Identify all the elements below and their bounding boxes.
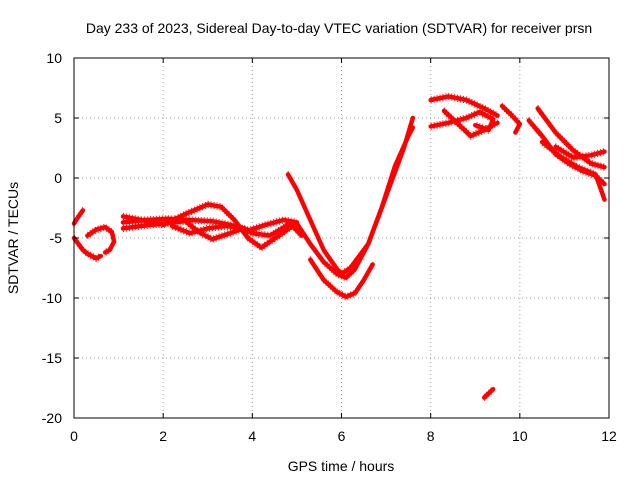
series-trace-3 <box>85 224 117 255</box>
y-tick-label: -5 <box>50 230 63 246</box>
x-tick-label: 6 <box>338 428 346 444</box>
series-trace-9-markers <box>296 130 414 282</box>
series-trace-19-markers <box>483 385 494 396</box>
series-trace-18-markers <box>555 149 605 162</box>
series-trace-10-markers <box>309 256 374 295</box>
x-tick-label: 10 <box>512 428 528 444</box>
series-trace-17-markers <box>541 144 606 203</box>
series-trace-2 <box>71 208 86 226</box>
data-series <box>71 92 607 402</box>
series-trace-10-markers <box>309 262 374 301</box>
y-tick-label: 5 <box>54 110 62 126</box>
series-trace-7 <box>120 216 300 234</box>
series-trace-9-markers <box>296 124 414 276</box>
series-trace-1-markers <box>73 240 102 263</box>
x-tick-label: 12 <box>601 428 617 444</box>
series-trace-19 <box>481 386 496 400</box>
series-trace-8-markers <box>287 120 414 278</box>
y-tick-label: 0 <box>54 170 62 186</box>
series-trace-7-markers <box>122 215 298 229</box>
x-tick-label: 4 <box>248 428 256 444</box>
series-trace-8 <box>285 115 416 277</box>
series-trace-12-markers <box>430 114 494 134</box>
series-trace-11 <box>428 94 500 118</box>
x-axis-label: GPS time / hours <box>288 458 395 474</box>
series-trace-11-markers <box>430 98 498 120</box>
series-trace-9 <box>294 125 416 280</box>
series-trace-1-markers <box>73 234 102 257</box>
series-trace-5-markers <box>122 223 253 243</box>
series-trace-17 <box>539 139 607 202</box>
y-tick-label: 10 <box>46 50 62 66</box>
x-tick-label: 0 <box>70 428 78 444</box>
x-tick-label: 8 <box>427 428 435 444</box>
series-trace-13-markers <box>443 113 498 140</box>
series-trace-18 <box>553 144 607 160</box>
series-trace-11-markers <box>430 92 498 114</box>
y-tick-label: -10 <box>42 290 62 306</box>
chart-title: Day 233 of 2023, Sidereal Day-to-day VTE… <box>86 20 592 36</box>
series-trace-18-markers <box>555 143 605 156</box>
series-trace-14-markers <box>501 102 521 130</box>
x-tick-label: 2 <box>159 428 167 444</box>
series-trace-7-markers <box>122 221 298 235</box>
series-trace-16 <box>535 106 607 170</box>
series-trace-13 <box>441 108 500 139</box>
series-trace-10 <box>308 257 375 300</box>
series-trace-17-markers <box>541 138 606 197</box>
series-trace-1 <box>71 235 104 261</box>
y-tick-label: -20 <box>42 410 62 426</box>
series-trace-19-markers <box>483 391 494 402</box>
series-trace-13-markers <box>443 107 498 134</box>
y-tick-label: -15 <box>42 350 62 366</box>
series-trace-14-markers <box>501 108 521 136</box>
y-axis-label: SDTVAR / TECUs <box>5 182 21 294</box>
series-trace-14 <box>499 103 523 135</box>
series-trace-8-markers <box>287 114 414 272</box>
axis-ticks: 0 2 4 6 8 10 12 -20 -15 -10 -5 0 5 10 <box>42 50 617 444</box>
grid-lines <box>74 58 609 418</box>
